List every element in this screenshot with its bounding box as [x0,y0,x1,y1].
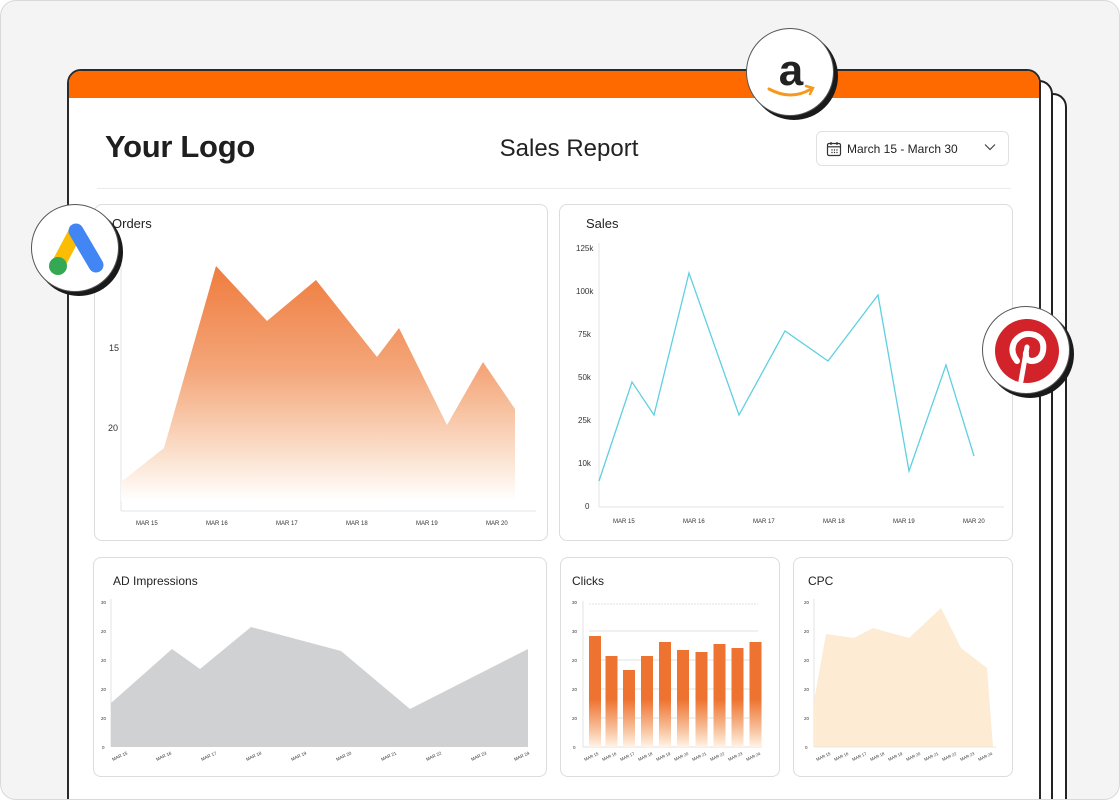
svg-text:MAR 18: MAR 18 [245,750,262,762]
svg-text:MAR 24: MAR 24 [745,751,761,762]
svg-text:MAR 19: MAR 19 [290,750,307,762]
sales-title: Sales [586,216,619,231]
svg-text:MAR 24: MAR 24 [513,750,530,762]
google-ads-badge [31,204,119,292]
svg-text:MAR 17: MAR 17 [753,519,775,525]
svg-text:a: a [779,46,804,95]
svg-text:30: 30 [101,600,107,605]
svg-text:MAR 20: MAR 20 [905,751,921,762]
svg-text:20: 20 [804,629,810,634]
svg-text:MAR 20: MAR 20 [673,751,689,762]
google-ads-logo-icon [49,223,104,275]
svg-text:MAR 18: MAR 18 [346,521,368,527]
company-logo: Your Logo [105,129,255,164]
svg-text:MAR 15: MAR 15 [136,521,158,527]
svg-text:125k: 125k [576,244,594,253]
date-range-dropdown[interactable]: March 15 - March 30 [816,131,1009,166]
clicks-title: Clicks [572,574,604,588]
svg-text:30: 30 [572,629,578,634]
svg-text:MAR 23: MAR 23 [727,751,743,762]
svg-text:MAR 23: MAR 23 [470,750,487,762]
orders-title: Orders [112,216,152,231]
svg-text:MAR 21: MAR 21 [923,751,939,762]
svg-text:MAR 20: MAR 20 [963,519,985,525]
svg-text:0: 0 [805,745,808,750]
svg-text:20: 20 [572,687,578,692]
svg-text:MAR 16: MAR 16 [601,751,617,762]
date-range-value: March 15 - March 30 [847,141,958,156]
svg-text:MAR 17: MAR 17 [276,521,298,527]
amazon-badge: a [746,28,834,116]
svg-text:20: 20 [804,716,810,721]
svg-text:50k: 50k [578,373,592,382]
svg-text:0: 0 [573,745,576,750]
svg-text:20: 20 [572,658,578,663]
clicks-chart: 30 30 20 20 20 0 MAR 15 MAR 16 MAR 17 MAR 18… [572,600,762,762]
sales-chart: 125k 100k 75k 50k 25k 10k 0 MAR 15 MAR 16 MAR 1… [576,243,1004,525]
svg-text:MAR 21: MAR 21 [380,750,397,762]
cpc-chart: 20 20 20 20 20 0 MAR 15 MAR 16 MAR 17 MAR 18… [804,599,996,762]
report-header-bar [69,71,1039,98]
svg-text:MAR 16: MAR 16 [833,751,849,762]
svg-text:100k: 100k [576,287,594,296]
svg-text:MAR 19: MAR 19 [416,521,438,527]
svg-text:MAR 16: MAR 16 [155,750,172,762]
svg-text:25k: 25k [578,416,592,425]
svg-text:MAR 19: MAR 19 [893,519,915,525]
amazon-logo-icon: a [767,46,815,97]
svg-text:20: 20 [804,687,810,692]
svg-text:75k: 75k [578,330,592,339]
pinterest-logo-icon [995,319,1059,384]
svg-text:MAR 20: MAR 20 [335,750,352,762]
svg-text:MAR 19: MAR 19 [887,751,903,762]
svg-text:20: 20 [804,658,810,663]
svg-text:MAR 16: MAR 16 [683,519,705,525]
svg-text:MAR 17: MAR 17 [200,750,217,762]
svg-text:MAR 24: MAR 24 [977,751,993,762]
ad-impressions-chart: 30 20 20 20 20 0 MAR 15 MAR 16 MAR 17 MAR 18… [101,599,531,762]
svg-text:20: 20 [572,716,578,721]
svg-text:MAR 19: MAR 19 [655,751,671,762]
svg-text:MAR 17: MAR 17 [851,751,867,762]
chevron-down-icon [984,144,996,151]
svg-text:MAR 15: MAR 15 [111,750,128,762]
calendar-icon [826,141,842,156]
svg-text:MAR 22: MAR 22 [941,751,957,762]
svg-text:MAR 22: MAR 22 [425,750,442,762]
header-divider [97,188,1011,189]
svg-text:20: 20 [101,629,107,634]
svg-text:MAR 18: MAR 18 [823,519,845,525]
svg-text:MAR 15: MAR 15 [583,751,599,762]
ad-impressions-title: AD Impressions [113,574,198,588]
pinterest-badge [982,306,1070,394]
svg-text:MAR 18: MAR 18 [637,751,653,762]
sales-panel: Sales [559,204,1013,541]
orders-y-tick: 20 [108,423,118,433]
svg-text:MAR 22: MAR 22 [709,751,725,762]
orders-y-tick: 15 [109,343,119,353]
svg-text:MAR 23: MAR 23 [959,751,975,762]
svg-text:0: 0 [585,502,590,511]
svg-text:MAR 15: MAR 15 [613,519,635,525]
svg-text:MAR 21: MAR 21 [691,751,707,762]
svg-text:30: 30 [572,600,578,605]
svg-text:MAR 16: MAR 16 [206,521,228,527]
cpc-title: CPC [808,574,834,588]
svg-text:20: 20 [101,658,107,663]
svg-text:10k: 10k [578,459,592,468]
svg-text:20: 20 [101,687,107,692]
svg-text:0: 0 [102,745,105,750]
page-title: Sales Report [499,135,639,162]
svg-text:MAR 15: MAR 15 [815,751,831,762]
orders-chart: 15 20 MAR 15 MAR 16 MAR 17 MAR 18 MAR 19 MAR… [108,256,536,527]
svg-text:20: 20 [101,716,107,721]
svg-text:MAR 20: MAR 20 [486,521,508,527]
svg-text:MAR 17: MAR 17 [619,751,635,762]
svg-text:20: 20 [804,600,810,605]
svg-text:MAR 18: MAR 18 [869,751,885,762]
